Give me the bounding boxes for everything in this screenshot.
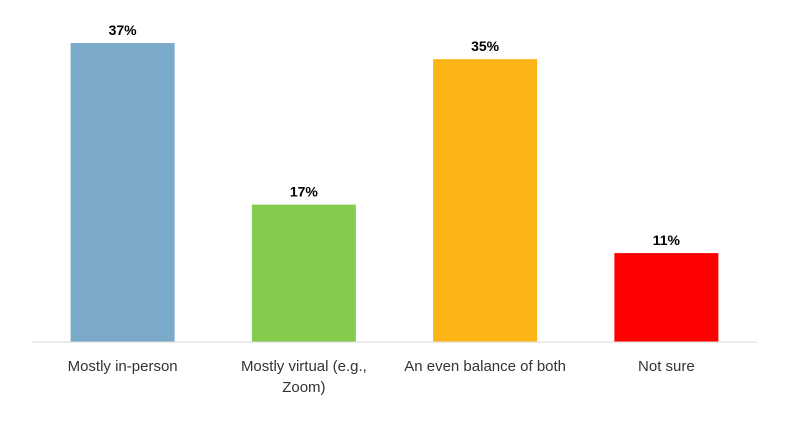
category-label-line: Not sure xyxy=(638,358,695,375)
category-labels-group: Mostly in-person Mostly virtual (e.g., Zoo… xyxy=(68,358,695,396)
category-label-line: Mostly virtual (e.g., xyxy=(241,358,367,375)
category-label-line: Mostly in-person xyxy=(68,358,178,375)
category-label-3: An even balance of both xyxy=(404,358,566,375)
bars-group xyxy=(70,43,719,342)
category-label-line: An even balance of both xyxy=(404,358,566,375)
bar-2 xyxy=(251,204,356,342)
bar-3 xyxy=(433,59,538,342)
value-labels-group: 37% 17% 35% 11% xyxy=(109,22,681,248)
data-label-3: 35% xyxy=(471,38,500,54)
category-label-4: Not sure xyxy=(638,358,695,375)
category-label-1: Mostly in-person xyxy=(68,358,178,375)
category-label-line: Zoom) xyxy=(282,379,325,396)
category-label-2: Mostly virtual (e.g., Zoom) xyxy=(241,358,367,396)
data-label-4: 11% xyxy=(653,232,681,248)
bar-4 xyxy=(614,253,719,342)
data-label-1: 37% xyxy=(109,22,138,38)
bar-1 xyxy=(70,43,175,342)
data-label-2: 17% xyxy=(290,184,319,200)
